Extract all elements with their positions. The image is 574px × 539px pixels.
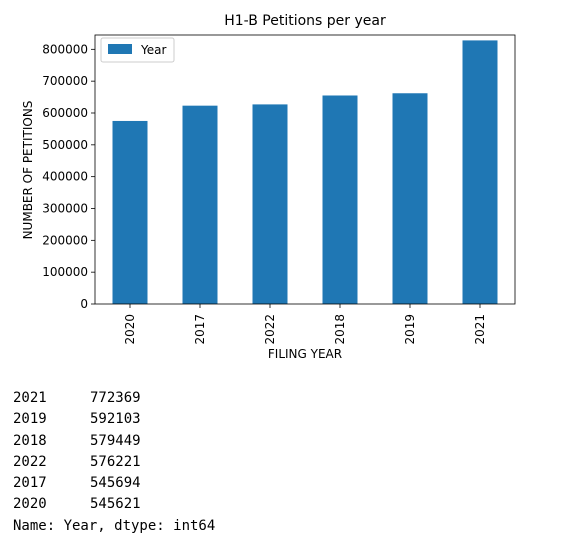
legend-label: Year <box>140 43 166 57</box>
output-row: 2019 592103 <box>13 409 215 430</box>
y-tick-label: 800000 <box>42 42 88 56</box>
plot-frame <box>94 34 516 305</box>
output-row: 2018 579449 <box>13 431 215 452</box>
y-tick-label: 500000 <box>42 138 88 152</box>
output-value: 545694 <box>90 475 141 492</box>
x-tick-label: 2022 <box>263 314 277 345</box>
y-tick-label: 600000 <box>42 106 88 120</box>
y-tick-label: 200000 <box>42 233 88 247</box>
x-tick-label: 2017 <box>193 314 207 345</box>
y-tick-label: 400000 <box>42 170 88 184</box>
output-value: 545621 <box>90 496 141 513</box>
y-tick-label: 700000 <box>42 74 88 88</box>
output-key: 2021 <box>13 390 47 406</box>
output-value: 576221 <box>90 453 141 470</box>
output-value: 592103 <box>90 411 141 428</box>
legend-swatch <box>108 44 132 54</box>
output-key: 2022 <box>13 453 47 470</box>
output-footer: Name: Year, dtype: int64 <box>13 517 216 534</box>
chart-title: H1-B Petitions per year <box>224 13 386 29</box>
output-row: 2020 545621 <box>13 494 215 515</box>
x-axis-label: FILING YEAR <box>268 347 342 361</box>
output-row: 2021 772369 <box>13 388 215 409</box>
bar-2017 <box>182 105 218 304</box>
output-value: 772369 <box>90 390 141 406</box>
bar-chart: H1-B Petitions per year 2020 2017 2022 2018… <box>21 13 516 361</box>
y-tick-label: 0 <box>80 297 88 311</box>
output-key: 2019 <box>13 411 47 428</box>
x-tick-label: 2019 <box>403 314 417 345</box>
console-output: 2021 772369 2019 592103 2018 579449 2022 576221… <box>13 388 215 537</box>
bar-2019 <box>392 93 428 304</box>
x-tick-label: 2020 <box>123 314 137 345</box>
x-tick-label: 2018 <box>333 314 347 345</box>
y-axis-label: NUMBER OF PETITIONS <box>21 101 35 240</box>
bar-2018 <box>322 95 358 305</box>
output-row: 2017 545694 <box>13 473 215 494</box>
bar-2021 <box>462 40 498 304</box>
output-key: 2018 <box>13 432 47 449</box>
bar-2020 <box>112 120 148 304</box>
x-tick-label: 2021 <box>473 314 487 345</box>
output-key: 2017 <box>13 475 47 492</box>
output-value: 579449 <box>90 432 141 449</box>
bar-2022 <box>252 104 288 305</box>
output-row: 2022 576221 <box>13 452 215 473</box>
output-key: 2020 <box>13 496 47 513</box>
y-tick-label: 300000 <box>42 201 88 215</box>
y-tick-label: 100000 <box>42 265 88 279</box>
